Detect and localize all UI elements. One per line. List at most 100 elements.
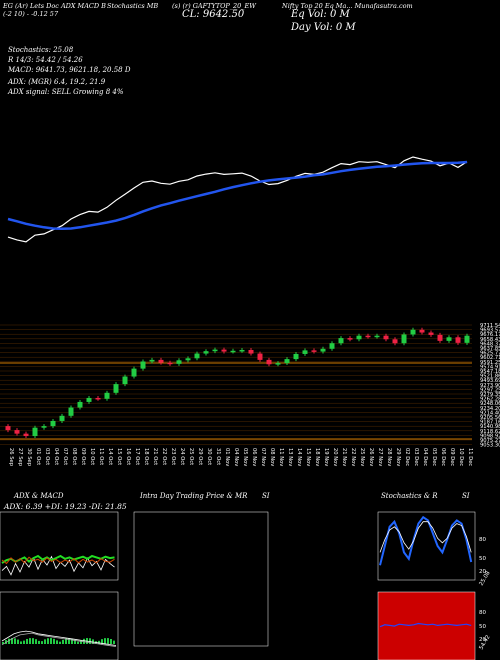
candle-body — [95, 397, 101, 400]
candle-body — [311, 350, 317, 352]
candle-body — [131, 368, 137, 377]
main-chart: 9711.549693.579676.179658.439648.379637.… — [0, 156, 500, 467]
date-label: 31 Oct — [215, 448, 221, 465]
price-tick: 9273.90 — [480, 383, 500, 389]
candle-body — [14, 430, 20, 434]
candle-body — [167, 362, 173, 365]
candle-body — [356, 335, 362, 340]
date-label: 28 Nov — [386, 448, 392, 466]
stoch-panel-si: SI — [462, 492, 470, 500]
day-vol-label: Day Vol: 0 M — [291, 22, 356, 33]
intraday-panel-frame — [133, 511, 269, 647]
date-label: 22 Oct — [161, 448, 167, 465]
price-tick: 9591.25 — [480, 360, 500, 366]
macd-histogram-bar — [2, 642, 4, 644]
rsi-tick: 20 — [479, 637, 486, 643]
date-label: 05 Dec — [431, 448, 437, 466]
macd-histogram-bar — [83, 638, 85, 644]
macd-histogram-bar — [56, 640, 58, 644]
price-tick: 9187.16 — [480, 420, 500, 426]
candle-body — [419, 329, 425, 333]
macd-histogram-bar — [77, 641, 79, 644]
date-label: 11 Nov — [278, 448, 284, 466]
candle-body — [284, 359, 290, 364]
stoch-tick: 80 — [479, 537, 486, 543]
candle-body — [347, 338, 353, 340]
date-label: 13 Nov — [287, 448, 293, 466]
price-tick: 9205.56 — [480, 415, 500, 421]
header-item-2: Stochastics MB — [107, 2, 159, 10]
candle-body — [338, 338, 344, 344]
candle-body — [122, 376, 128, 385]
macd-histogram-bar — [50, 638, 52, 644]
price-tick: 9637.85 — [480, 346, 500, 352]
price-tick: 9118.62 — [480, 429, 500, 435]
macd-histogram-bar — [113, 640, 115, 644]
candle-body — [446, 337, 452, 341]
date-label: 14 Nov — [296, 448, 302, 466]
candle-body — [383, 335, 389, 340]
date-label: 06 Nov — [251, 448, 257, 466]
candle-body — [104, 392, 110, 399]
date-label: 25 Nov — [359, 448, 365, 466]
date-label: 27 Sep — [17, 448, 23, 467]
macd-histogram-bar — [59, 641, 61, 644]
date-label: 18 Nov — [314, 448, 320, 466]
date-label: 07 Oct — [62, 448, 68, 465]
price-tick: 9658.43 — [480, 337, 500, 343]
macd-histogram-bar — [35, 639, 37, 644]
candle-body — [266, 359, 272, 365]
price-tick: 9053.30 — [480, 443, 500, 449]
candle-body — [257, 353, 263, 360]
macd-histogram-bar — [53, 638, 55, 644]
date-label: 10 Dec — [458, 448, 464, 466]
price-tick: 9493.69 — [480, 378, 500, 384]
date-label: 15 Nov — [305, 448, 311, 466]
price-tick: 9140.98 — [480, 424, 500, 430]
price-tick: 9075.27 — [480, 438, 500, 444]
candle-body — [410, 329, 416, 335]
price-tick: 9547.18 — [480, 369, 500, 375]
close-label: CL: 9642.50 — [182, 9, 245, 20]
macd-histogram-bar — [17, 639, 19, 644]
candle-body — [158, 359, 164, 363]
candle-body — [140, 361, 146, 369]
date-label: 07 Nov — [260, 448, 266, 466]
macd-histogram-bar — [38, 640, 40, 644]
date-label: 03 Dec — [413, 448, 419, 466]
candle-body — [185, 358, 191, 361]
price-tick: 9676.17 — [480, 332, 500, 338]
macd-line — [1, 630, 117, 646]
macd-histogram-bar — [23, 640, 25, 644]
change-line: (-2 10) - -0.12 57 — [3, 10, 59, 18]
adx-panel-title: ADX & MACD — [14, 492, 64, 500]
price-tick: 9521.86 — [480, 374, 500, 380]
price-tick: 9214.40 — [480, 410, 500, 416]
candle-body — [41, 426, 47, 428]
stoch-line: Stochastics: 25.08 — [8, 46, 74, 54]
candle-body — [374, 335, 380, 338]
adx-line: ADX: (MGR) 6.4, 19.2, 21.9 — [8, 78, 106, 86]
candle-body — [293, 353, 299, 360]
date-label: 08 Nov — [269, 448, 275, 466]
date-label: 01 Nov — [224, 448, 230, 466]
candle-body — [23, 433, 29, 437]
intra-panel-si: SI — [262, 492, 270, 500]
date-label: 01 Oct — [35, 448, 41, 465]
date-label: 04 Oct — [53, 448, 59, 465]
date-label: 26 Nov — [368, 448, 374, 466]
minus-di-line — [1, 556, 115, 565]
date-label: 26 Sep — [8, 448, 14, 467]
stoch-tick: 50 — [479, 556, 486, 562]
date-label: 02 Dec — [404, 448, 410, 466]
date-label: 09 Dec — [449, 448, 455, 466]
price-tick: 9648.37 — [480, 341, 500, 347]
macd-panel-frame — [0, 591, 119, 660]
date-label: 19 Nov — [323, 448, 329, 466]
macd-signal-line — [1, 632, 117, 647]
candle-body — [212, 349, 218, 352]
macd-histogram-bar — [11, 638, 13, 644]
date-label: 23 Oct — [170, 448, 176, 465]
date-label: 24 Oct — [179, 448, 185, 465]
candle-body — [68, 407, 74, 416]
